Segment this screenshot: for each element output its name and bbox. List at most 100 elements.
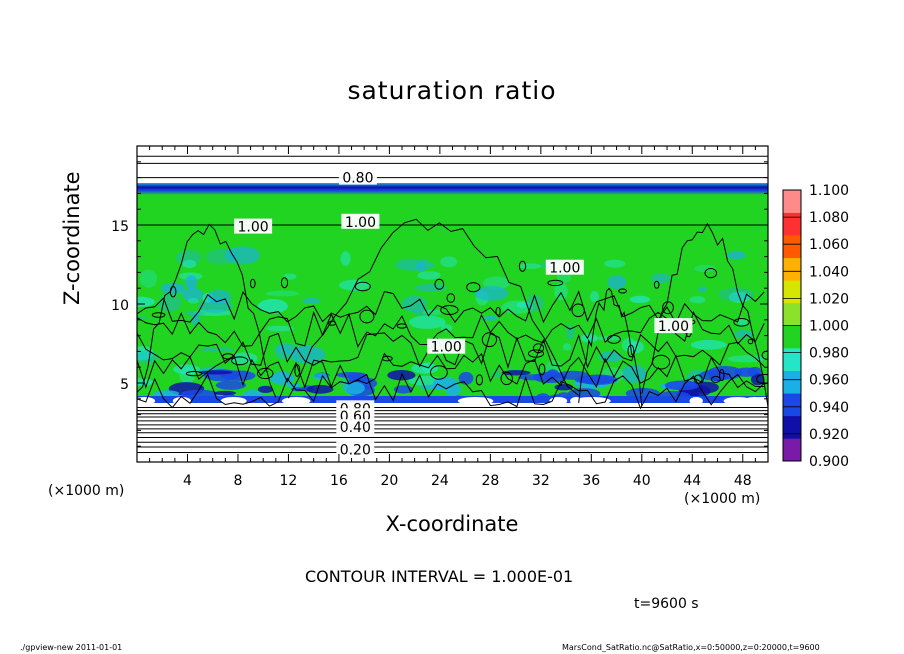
colorbar-segment — [783, 325, 801, 349]
y-tick-label: 10 — [111, 298, 129, 314]
cyan-patch — [274, 344, 303, 354]
cyan-patch — [737, 317, 748, 327]
y-ticks: 5 10 15 — [111, 161, 768, 447]
cyan-patch — [727, 355, 766, 363]
cyan-patch — [417, 271, 441, 280]
dome-contour — [137, 223, 277, 398]
plot-area: 0.801.001.001.001.001.000.800.600.400.20 — [137, 146, 768, 462]
contour-loop — [704, 268, 718, 279]
blue-patch — [214, 390, 237, 396]
chart-title: saturation ratio — [347, 76, 557, 105]
cyan-patch — [727, 251, 746, 260]
wavy-contour — [137, 372, 765, 410]
contour-loop — [538, 363, 546, 376]
colorbar-segment — [783, 235, 801, 259]
cyan-patch — [184, 310, 205, 316]
contour-label: 1.00 — [549, 261, 580, 277]
colorbar-segment — [783, 438, 801, 462]
contour-label: 1.00 — [238, 220, 269, 236]
blue-patch — [286, 382, 301, 389]
cyan-patch — [474, 286, 509, 301]
dome-contour — [287, 218, 580, 399]
colorbar-label: 0.920 — [809, 427, 849, 443]
contour-loop — [231, 356, 249, 366]
blue-patch — [306, 384, 334, 394]
cyan-patch — [622, 338, 637, 353]
contour-label-bg — [338, 169, 377, 185]
x-tick-label: 44 — [683, 473, 701, 489]
cyan-patch — [629, 295, 651, 304]
contour-loop — [547, 279, 564, 287]
blue-patch — [432, 376, 458, 391]
cyan-patch — [581, 333, 598, 343]
contour-loop — [381, 355, 393, 362]
cyan-patch — [188, 297, 199, 304]
contour-label: 0.80 — [342, 171, 373, 187]
footer-right: MarsCond_SatRatio.nc@SatRatio,x=0:50000,… — [562, 643, 820, 652]
contour-label: 1.00 — [431, 340, 462, 356]
contour-loop — [518, 260, 527, 272]
cyan-patch — [266, 325, 294, 332]
colorbar-label: 1.060 — [809, 237, 849, 253]
cyan-patch — [283, 273, 297, 280]
blue-patch — [734, 367, 759, 377]
cyan-patch — [440, 256, 458, 268]
colorbar-segment — [783, 302, 801, 326]
contour-label-bg — [427, 338, 466, 354]
cyan-patch — [411, 363, 439, 374]
contour-loop — [280, 277, 289, 289]
contour-interval-label: CONTOUR INTERVAL = 1.000E-01 — [305, 567, 574, 586]
x-tick-label: 28 — [481, 473, 499, 489]
blue-patch — [501, 370, 531, 376]
contour-loop — [359, 309, 375, 324]
white-notch — [750, 397, 768, 405]
contour-labels: 0.801.001.001.001.001.000.800.600.400.20 — [234, 169, 693, 458]
cyan-patch — [225, 246, 260, 265]
top-white-region — [137, 146, 768, 185]
contour-label: 0.40 — [340, 420, 371, 436]
contour-loop — [653, 280, 660, 289]
colorbar-segment — [783, 280, 801, 304]
colorbar-label: 1.100 — [809, 183, 849, 199]
colorbar-label: 1.080 — [809, 210, 849, 226]
contour-loop — [446, 293, 456, 303]
cyan-patch — [401, 295, 427, 313]
cyan-patch — [483, 315, 498, 321]
contour-label-bg — [336, 441, 375, 457]
cyan-patch — [554, 282, 568, 301]
x-axis-label: X-coordinate — [385, 512, 519, 536]
contour-loop — [652, 354, 671, 370]
contour-loop — [354, 281, 371, 292]
y-tick-label: 15 — [111, 219, 129, 235]
contour-label-bg — [341, 213, 380, 229]
cyan-patch — [182, 259, 197, 268]
contour-loop — [571, 303, 585, 318]
blue-patch — [458, 371, 474, 385]
contour-loop — [710, 375, 721, 383]
contour-label: 1.00 — [345, 215, 376, 231]
contour-loop — [222, 353, 235, 360]
contour-loop — [495, 306, 501, 316]
cyan-patch — [206, 290, 232, 305]
cyan-patch — [160, 282, 185, 295]
wavy-contour — [137, 290, 765, 325]
colorbar-label: 0.960 — [809, 373, 849, 389]
contour-loop — [618, 288, 627, 294]
dome-contour — [578, 287, 643, 407]
wavy-contour — [137, 310, 765, 348]
contour-label: 0.20 — [340, 442, 371, 458]
contour-loop — [328, 320, 337, 326]
x-tick-label: 20 — [380, 473, 398, 489]
blue-patch — [270, 371, 295, 385]
contour-label: 1.00 — [658, 319, 689, 335]
blue-patch — [153, 390, 180, 397]
x-tick-label: 32 — [532, 473, 550, 489]
contour-loop — [662, 301, 674, 315]
contour-lines — [137, 218, 768, 410]
cyan-patch — [589, 291, 599, 303]
cyan-patch — [604, 259, 626, 268]
contour-label-bg — [336, 419, 375, 435]
cyan-patch — [689, 296, 706, 304]
contour-label-bg — [654, 318, 693, 334]
cyan-patch — [690, 339, 727, 350]
